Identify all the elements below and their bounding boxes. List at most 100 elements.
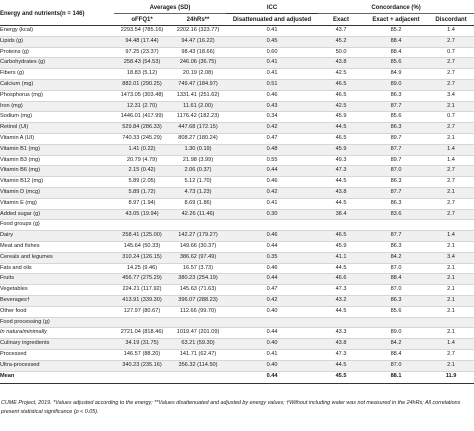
icc-value: 0.45: [226, 36, 319, 48]
table-row: Vitamin D (mcg) 5.89 (1.72) 4.73 (1.23) 0.4…: [0, 187, 474, 199]
exact-value: 38.4: [318, 209, 365, 221]
exact-value: 46.5: [318, 90, 365, 102]
24hrs-value: 112.66 (99.70): [170, 306, 227, 318]
offq-value: 18.83 (5.12): [114, 68, 170, 80]
exact-value: 44.5: [318, 360, 365, 372]
discordant-value: 2.1: [428, 273, 474, 286]
exact-value: 44.5: [318, 198, 365, 210]
icc-value: 0.44: [226, 241, 319, 253]
table-row: Culinary ingredients 34.19 (31.75) 63.21 (…: [0, 338, 474, 350]
table-row: Vitamin B1 (mg) 1.41 (0.22) 1.30 (0.19) 0.4…: [0, 144, 474, 156]
exact-value: 44.5: [318, 176, 365, 188]
24hrs-value: 141.71 (62.47): [170, 349, 227, 361]
table-row: Vitamin B3 (mg) 20.79 (4.79) 21.98 (3.99) 0…: [0, 155, 474, 167]
discordant-value: 2.7: [428, 198, 474, 210]
icc-value: 0.48: [226, 144, 319, 156]
exact-value: 46.6: [318, 273, 365, 286]
exact-adjacent-value: [364, 317, 429, 329]
table-row: Sodium (mg) 1446.01 (417.99) 1176.42 (182.…: [0, 111, 474, 124]
discordant-value: 1.4: [428, 25, 474, 37]
row-label: Retinol (UI): [0, 122, 114, 134]
row-label: Carbohydrates (g): [0, 57, 114, 70]
exact-adjacent-value: 85.6: [364, 111, 429, 124]
header-energy: Energy and nutrients(n = 146): [0, 2, 114, 26]
table-row: Vegetables 224.21 (117.92) 145.63 (71.63) 0…: [0, 284, 474, 296]
row-label: Vitamin A (UI): [0, 133, 114, 145]
discordant-value: 2.7: [428, 57, 474, 70]
offq-value: 882.01 (290.25): [114, 79, 170, 91]
icc-value: 0.41: [226, 68, 319, 80]
offq-value: 529.84 (286.33): [114, 122, 170, 134]
icc-value: 0.46: [226, 263, 319, 275]
header-row-1: Energy and nutrients(n = 146) Averages (…: [0, 2, 474, 26]
icc-value: 0.34: [226, 111, 319, 124]
24hrs-value: [170, 219, 227, 232]
row-label: Fibers (g): [0, 68, 114, 80]
icc-value: 0.51: [226, 79, 319, 91]
icc-value: 0.47: [226, 133, 319, 145]
table-row: Carbohydrates (g) 258.43 (54.53) 246.06 (3…: [0, 57, 474, 70]
row-label: Processed: [0, 349, 114, 361]
icc-value: [226, 219, 319, 232]
icc-value: 0.46: [226, 90, 319, 102]
exact-adjacent-value: 87.0: [364, 360, 429, 372]
table-row: Proteins (g) 97.25 (23.37) 98.43 (18.66) 0.…: [0, 47, 474, 59]
header-disattenuated: Disattenuated and adjusted: [226, 13, 319, 26]
row-label: Energy (kcal): [0, 25, 114, 37]
offq-value: 146.57 (88.20): [114, 349, 170, 361]
table-row: Beverages† 413.91 (339.30) 396.07 (288.23)…: [0, 295, 474, 307]
24hrs-value: 11.61 (2.00): [170, 101, 227, 113]
exact-value: 47.3: [318, 349, 365, 361]
offq-value: 43.05 (19.94): [114, 209, 170, 221]
exact-adjacent-value: 86.3: [364, 122, 429, 134]
row-label: Sodium (mg): [0, 111, 114, 124]
row-label: Phosphorus (mg): [0, 90, 114, 102]
row-label: Vegetables: [0, 284, 114, 296]
24hrs-value: 63.21 (59.30): [170, 338, 227, 350]
discordant-value: 2.7: [428, 68, 474, 80]
exact-value: 43.8: [318, 187, 365, 199]
table-row: Vitamin B12 (mg) 5.89 (2.05) 5.12 (1.70) 0.…: [0, 176, 474, 188]
table-row: Fruits 456.77 (275.29) 380.23 (254.19) 0.44…: [0, 273, 474, 286]
24hrs-value: 1.30 (0.19): [170, 144, 227, 156]
offq-value: 2721.04 (818.46): [114, 327, 170, 340]
exact-value: 44.5: [318, 263, 365, 275]
exact-value: 50.0: [318, 47, 365, 59]
table-row: Iron (mg) 12.31 (2.70) 11.61 (2.00) 0.43 42.…: [0, 101, 474, 113]
exact-value: 43.2: [318, 295, 365, 307]
discordant-value: 2.1: [428, 133, 474, 145]
icc-value: 0.40: [226, 306, 319, 318]
offq-value: 1.41 (0.22): [114, 144, 170, 156]
table-row: Fibers (g) 18.83 (5.12) 20.19 (2.08) 0.41 42…: [0, 68, 474, 80]
offq-value: 1446.01 (417.99): [114, 111, 170, 124]
row-label: Other food: [0, 306, 114, 318]
offq-value: 12.31 (2.70): [114, 101, 170, 113]
header-icc: ICC: [226, 2, 319, 14]
offq-value: 340.23 (235.16): [114, 360, 170, 372]
24hrs-value: 380.23 (254.19): [170, 273, 227, 286]
24hrs-value: 447.68 (172.15): [170, 122, 227, 134]
row-label: Vitamin E (mg): [0, 198, 114, 210]
row-label: In natura/minimally: [0, 327, 114, 340]
table-row: Vitamin E (mg) 8.97 (1.94) 8.69 (1.86) 0.41…: [0, 198, 474, 210]
offq-value: 224.21 (117.92): [114, 284, 170, 296]
row-label: Dairy: [0, 230, 114, 242]
24hrs-value: 808.27 (180.24): [170, 133, 227, 145]
row-label: Vitamin B12 (mg): [0, 176, 114, 188]
exact-adjacent-value: 87.0: [364, 263, 429, 275]
24hrs-value: 98.43 (18.66): [170, 47, 227, 59]
exact-adjacent-value: 89.7: [364, 133, 429, 145]
table-row: Added sugar (g) 43.05 (19.94) 42.26 (11.46…: [0, 209, 474, 221]
section-row: Food groups (g): [0, 219, 474, 232]
icc-value: 0.55: [226, 155, 319, 167]
discordant-value: 2.1: [428, 263, 474, 275]
exact-adjacent-value: 86.3: [364, 241, 429, 253]
icc-value: 0.41: [226, 349, 319, 361]
offq-value: 413.91 (339.30): [114, 295, 170, 307]
24hrs-value: 8.69 (1.86): [170, 198, 227, 210]
discordant-value: 1.4: [428, 338, 474, 350]
24hrs-value: 145.63 (71.63): [170, 284, 227, 296]
mean-24hrs: [170, 370, 227, 384]
exact-adjacent-value: 83.6: [364, 209, 429, 221]
